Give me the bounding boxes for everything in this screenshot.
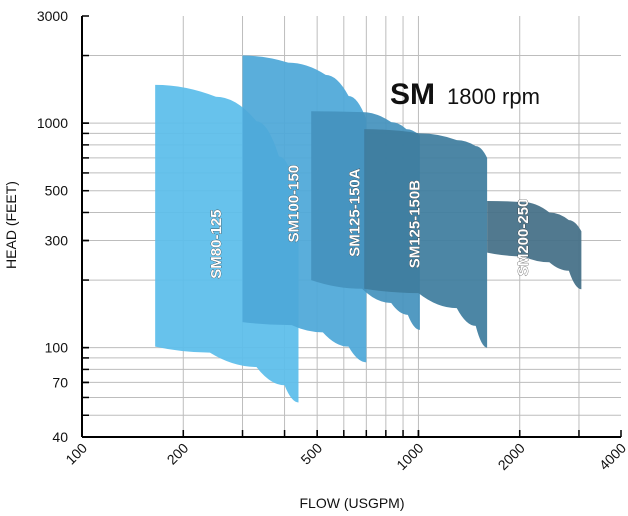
- y-tick-label: 300: [45, 233, 69, 249]
- series-label-sm100-150: SM100-150: [285, 165, 302, 243]
- y-tick-label: 1000: [37, 115, 68, 131]
- x-tick-label: 4000: [596, 440, 628, 473]
- x-axis-title: FLOW (USGPM): [300, 495, 405, 511]
- curve-area-sm200-250: [487, 200, 582, 290]
- series-label-sm80-125: SM80-125: [208, 209, 225, 278]
- series-label-sm125-150b: SM125-150B: [407, 180, 424, 269]
- y-tick-label: 3000: [37, 8, 68, 24]
- axes: [81, 16, 621, 438]
- y-axis-title: HEAD (FEET): [3, 181, 19, 269]
- series-label-sm200-250: SM200-250: [515, 199, 532, 277]
- y-tick-label: 500: [45, 183, 69, 199]
- curve-area-sm125-150b: [364, 129, 488, 348]
- title-rest: 1800 rpm: [447, 84, 540, 109]
- pump-curves: [155, 55, 582, 403]
- series-labels: SM80-125 SM100-150 SM125-150A SM125-150B SM2…: [208, 165, 533, 279]
- y-tick-label: 100: [45, 340, 69, 356]
- x-tick-label: 200: [164, 440, 192, 468]
- series-label-sm125-150a: SM125-150A: [347, 168, 364, 257]
- title-bold: SM: [390, 78, 435, 111]
- x-tick-label: 500: [297, 440, 325, 468]
- x-tick-label: 2000: [494, 440, 527, 473]
- y-tick-label: 70: [52, 374, 68, 390]
- chart-title: SM 1800 rpm: [390, 78, 540, 111]
- x-tick-label: 1000: [393, 440, 426, 473]
- y-tick-label: 40: [52, 429, 68, 445]
